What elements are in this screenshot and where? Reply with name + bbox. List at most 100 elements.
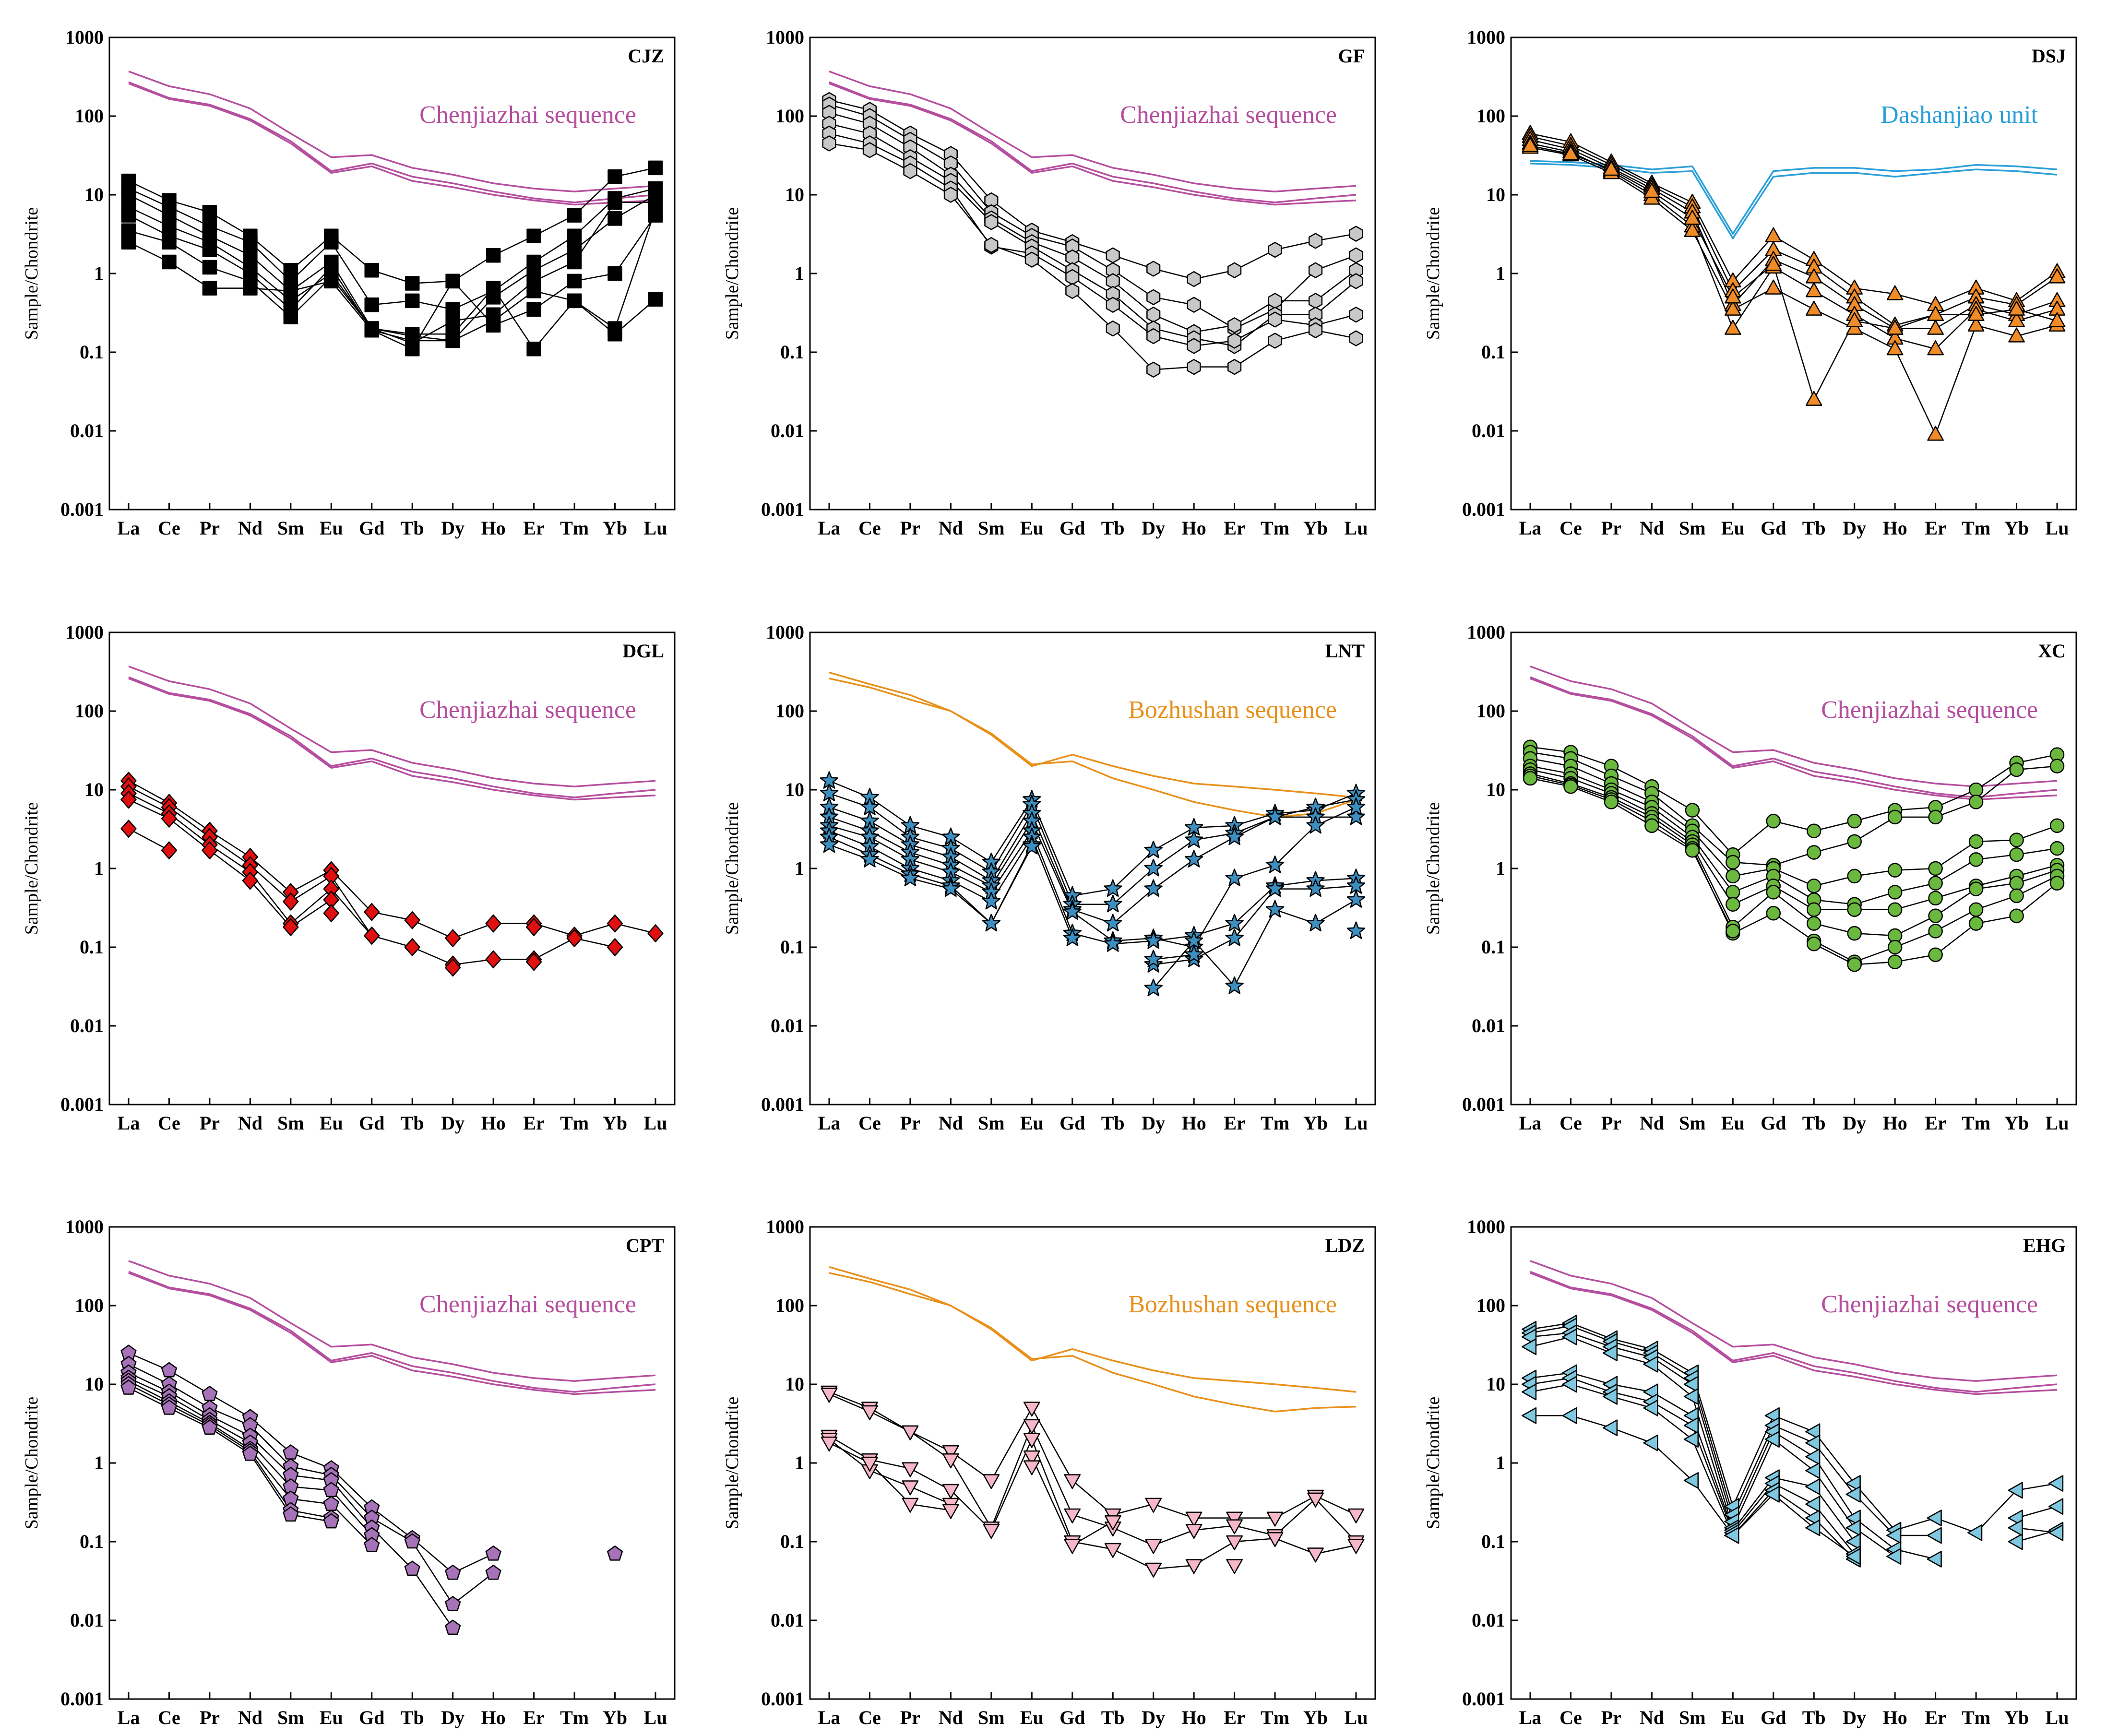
data-point — [1928, 876, 1943, 891]
data-point — [2008, 1519, 2023, 1536]
data-point — [1887, 902, 1903, 917]
x-tick-label: Eu — [1020, 1707, 1044, 1728]
data-point — [1184, 850, 1203, 868]
data-point — [1805, 282, 1822, 297]
x-tick-label: Lu — [1345, 1112, 1368, 1134]
x-tick-label: Gd — [359, 517, 384, 539]
x-tick-label: Tm — [560, 1707, 589, 1728]
data-point — [202, 841, 218, 859]
x-tick-label: Lu — [2046, 517, 2069, 539]
data-point — [323, 1513, 339, 1529]
data-point — [1268, 333, 1282, 349]
x-tick-label: Er — [1224, 517, 1245, 539]
x-tick-label: Er — [1925, 517, 1946, 539]
sample-line — [1530, 746, 2058, 856]
data-point — [903, 163, 917, 179]
data-point — [1766, 814, 1781, 829]
x-tick-label: Nd — [1640, 1112, 1664, 1134]
data-point — [1521, 1407, 1537, 1424]
data-point — [1146, 261, 1161, 277]
x-tick-label: La — [818, 1707, 841, 1728]
data-point — [1064, 1539, 1081, 1554]
data-point — [2009, 908, 2024, 923]
x-tick-label: Ce — [158, 517, 180, 539]
data-point — [2049, 759, 2065, 773]
data-point — [822, 135, 836, 152]
data-point — [364, 262, 380, 278]
data-point — [1145, 1539, 1162, 1554]
data-point — [1146, 361, 1161, 378]
y-tick-label: 100 — [775, 700, 804, 722]
data-point — [1968, 782, 1984, 797]
data-point — [283, 918, 299, 936]
data-point — [324, 235, 339, 250]
data-point — [526, 228, 541, 244]
x-tick-label: Tm — [1962, 1112, 1990, 1134]
data-point — [567, 254, 582, 270]
x-tick-label: Lu — [1345, 1707, 1368, 1728]
data-point — [1146, 307, 1161, 323]
reference-line — [128, 1260, 656, 1382]
data-point — [1306, 816, 1325, 834]
x-tick-label: Tm — [1261, 1707, 1289, 1728]
data-point — [2049, 876, 2065, 891]
data-point — [121, 235, 136, 250]
data-point — [1847, 902, 1862, 917]
data-point — [1065, 269, 1080, 285]
y-tick-label: 0.01 — [771, 1609, 804, 1631]
sample-line — [1530, 777, 1734, 932]
data-point — [1145, 1562, 1162, 1578]
data-point — [1604, 795, 1619, 809]
y-tick-label: 10 — [84, 184, 104, 205]
data-point — [648, 292, 663, 307]
y-tick-label: 1 — [795, 262, 804, 284]
data-point — [2048, 1475, 2064, 1492]
y-tick-label: 0.001 — [60, 1094, 104, 1115]
data-point — [1887, 863, 1903, 878]
data-point — [1887, 954, 1903, 969]
y-tick-label: 0.1 — [1481, 1531, 1505, 1552]
data-point — [2048, 268, 2066, 284]
reference-line — [1530, 676, 2058, 798]
panel-ldz: 1000 100 10 1 0.1 0.01 0.001 Sample/Chondrite La… — [722, 1216, 1376, 1728]
sample-line — [1530, 145, 2058, 402]
data-point — [1845, 1533, 1861, 1550]
data-point — [1726, 897, 1740, 912]
data-point — [1308, 293, 1323, 309]
data-point — [404, 1560, 420, 1576]
data-point — [1683, 1472, 1699, 1489]
data-point — [1023, 1402, 1040, 1417]
data-point — [486, 313, 501, 328]
reference-line — [829, 671, 1357, 798]
y-tick-label: 0.001 — [761, 1688, 804, 1710]
x-tick-label: Er — [1925, 1707, 1946, 1728]
x-tick-label: Dy — [1843, 517, 1866, 539]
data-point — [1685, 803, 1700, 818]
data-point — [607, 938, 623, 956]
x-tick-label: La — [1519, 1707, 1542, 1728]
data-point — [1104, 914, 1122, 932]
data-point — [2008, 1482, 2023, 1499]
data-point — [1346, 890, 1366, 908]
data-point — [405, 293, 420, 309]
data-point — [1927, 306, 1944, 321]
data-point — [1521, 1383, 1537, 1401]
x-tick-label: Nd — [939, 1112, 963, 1134]
y-tick-label: 0.1 — [80, 1531, 104, 1552]
sample-line — [128, 780, 656, 939]
data-point — [323, 1496, 339, 1511]
x-tick-label: Pr — [900, 1707, 920, 1728]
sample-line — [128, 1387, 332, 1522]
data-point — [1144, 841, 1163, 858]
data-point — [1684, 222, 1701, 237]
data-point — [902, 1480, 919, 1496]
data-point — [324, 273, 339, 289]
panel-title: DGL — [622, 640, 664, 662]
data-point — [567, 293, 582, 309]
data-point — [862, 142, 877, 158]
data-point — [1927, 426, 1944, 441]
data-point — [1104, 1515, 1121, 1531]
reference-line — [128, 71, 656, 192]
data-point — [1104, 934, 1122, 952]
data-point — [1886, 340, 1904, 356]
